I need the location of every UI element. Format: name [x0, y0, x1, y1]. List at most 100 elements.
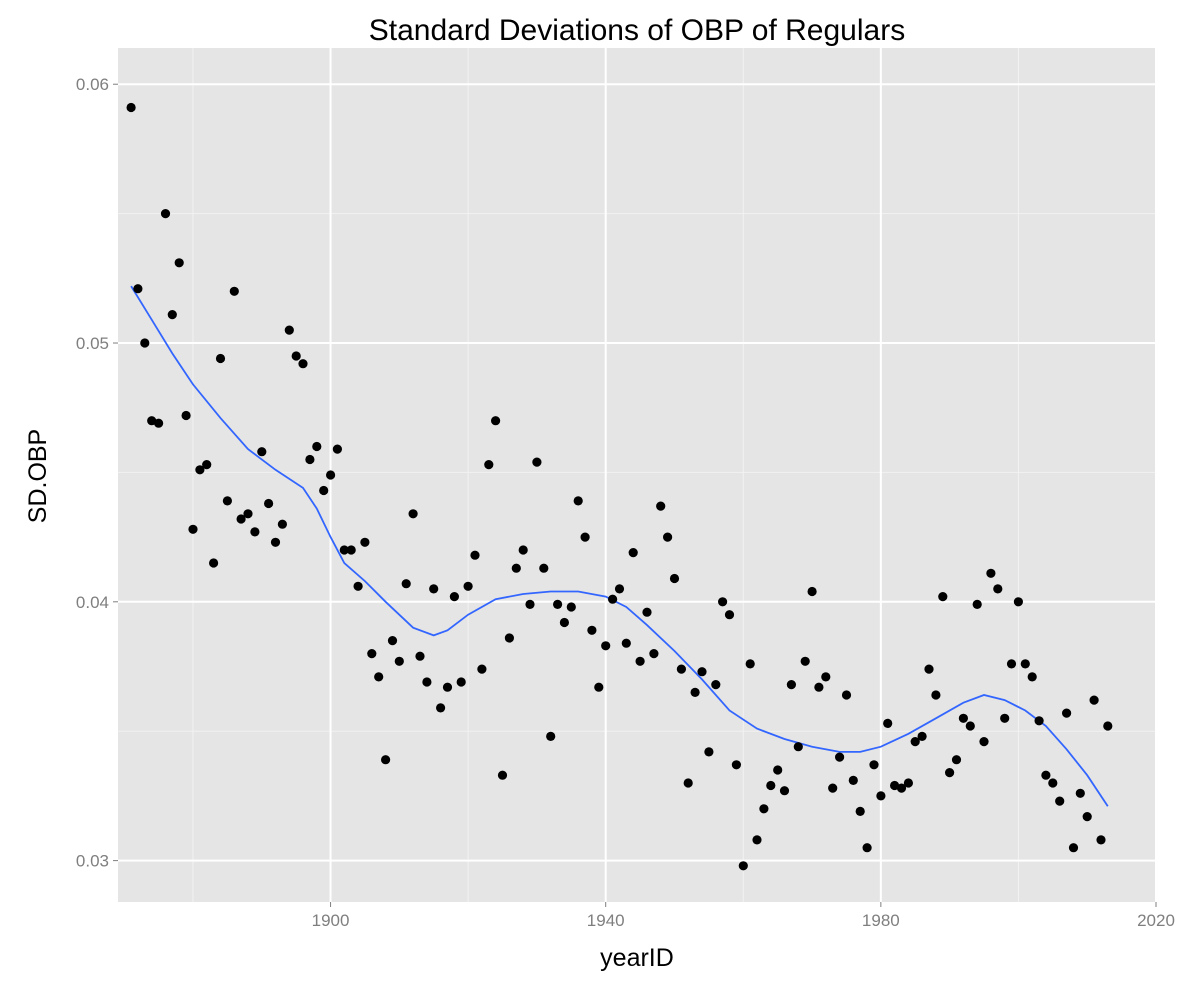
y-axis-title: SD.OBP — [24, 429, 52, 523]
data-point — [532, 457, 542, 467]
data-point — [291, 351, 301, 361]
data-point — [1082, 812, 1092, 822]
data-point — [931, 690, 941, 700]
data-point — [773, 765, 783, 775]
data-point — [779, 786, 790, 796]
data-point — [374, 672, 384, 682]
data-point — [442, 682, 453, 692]
data-point — [608, 594, 618, 604]
data-point — [470, 550, 480, 560]
data-point — [195, 465, 205, 475]
data-point — [711, 680, 721, 690]
data-point — [821, 672, 831, 682]
data-point — [339, 545, 349, 555]
data-point — [326, 470, 336, 480]
data-point — [387, 636, 398, 646]
data-point — [807, 586, 817, 597]
data-point — [312, 441, 322, 452]
data-point — [1075, 788, 1085, 798]
data-point — [1055, 796, 1065, 806]
data-point — [408, 509, 418, 519]
data-point — [745, 659, 755, 669]
data-point — [147, 416, 157, 426]
data-point — [298, 359, 308, 369]
data-point — [951, 755, 962, 765]
data-point — [972, 599, 982, 610]
data-point — [229, 286, 239, 296]
data-point — [381, 755, 391, 765]
data-point — [924, 664, 934, 674]
data-point — [456, 677, 466, 687]
data-point — [202, 460, 212, 470]
x-tick-label: 1940 — [587, 911, 625, 930]
data-point — [284, 325, 294, 335]
x-axis: 1900 1940 1980 2020 — [312, 902, 1175, 930]
data-point — [828, 783, 838, 793]
data-point — [690, 687, 700, 698]
data-point — [174, 258, 184, 268]
data-point — [835, 752, 845, 762]
data-point — [890, 780, 900, 791]
data-point — [635, 656, 645, 666]
data-point — [353, 581, 363, 591]
data-point — [910, 737, 920, 747]
data-point — [938, 592, 948, 602]
data-point — [731, 760, 742, 770]
y-tick-label: 0.03 — [76, 852, 109, 871]
data-point — [663, 532, 673, 542]
data-point — [876, 791, 886, 801]
data-point — [724, 610, 735, 620]
minor-gridlines — [118, 48, 1156, 902]
data-point — [841, 690, 852, 700]
data-point — [587, 625, 597, 635]
data-point — [429, 584, 439, 594]
x-tick-label: 2020 — [1137, 911, 1175, 930]
data-point — [257, 447, 267, 457]
data-point — [181, 410, 191, 421]
data-point — [477, 664, 487, 674]
data-point — [993, 584, 1003, 594]
data-point — [1048, 778, 1058, 788]
data-points — [126, 102, 1113, 871]
plot-panel — [118, 48, 1156, 902]
data-point — [360, 537, 370, 547]
data-point — [628, 548, 638, 558]
data-point — [491, 416, 501, 426]
data-point — [332, 444, 342, 454]
data-point — [154, 418, 164, 428]
data-point — [305, 454, 315, 465]
data-point — [346, 545, 356, 555]
data-point — [264, 498, 274, 509]
data-point — [546, 731, 556, 742]
data-point — [236, 514, 246, 524]
data-point — [855, 806, 865, 817]
data-point — [986, 568, 996, 578]
y-tick-label: 0.05 — [76, 334, 109, 353]
data-point — [1027, 672, 1037, 682]
data-point — [449, 592, 459, 602]
major-gridlines — [118, 48, 1157, 902]
data-point — [484, 460, 494, 470]
data-point — [979, 737, 989, 747]
data-point — [222, 496, 232, 506]
data-point — [869, 760, 879, 770]
data-point — [1013, 597, 1024, 607]
data-point — [140, 338, 150, 348]
data-point — [718, 597, 728, 607]
data-point — [497, 770, 508, 780]
data-point — [738, 861, 748, 871]
data-point — [573, 496, 583, 506]
data-point — [614, 584, 625, 594]
data-point — [367, 649, 377, 659]
y-tick-label: 0.06 — [76, 75, 109, 94]
data-point — [945, 768, 955, 778]
y-tick-label: 0.04 — [76, 593, 109, 612]
data-point — [642, 607, 652, 617]
smooth-trend-line — [130, 285, 1109, 807]
data-point — [601, 641, 611, 651]
data-point — [580, 532, 590, 542]
data-point — [766, 780, 776, 791]
data-point — [401, 579, 411, 589]
data-point — [759, 804, 769, 814]
data-point — [1089, 695, 1099, 705]
